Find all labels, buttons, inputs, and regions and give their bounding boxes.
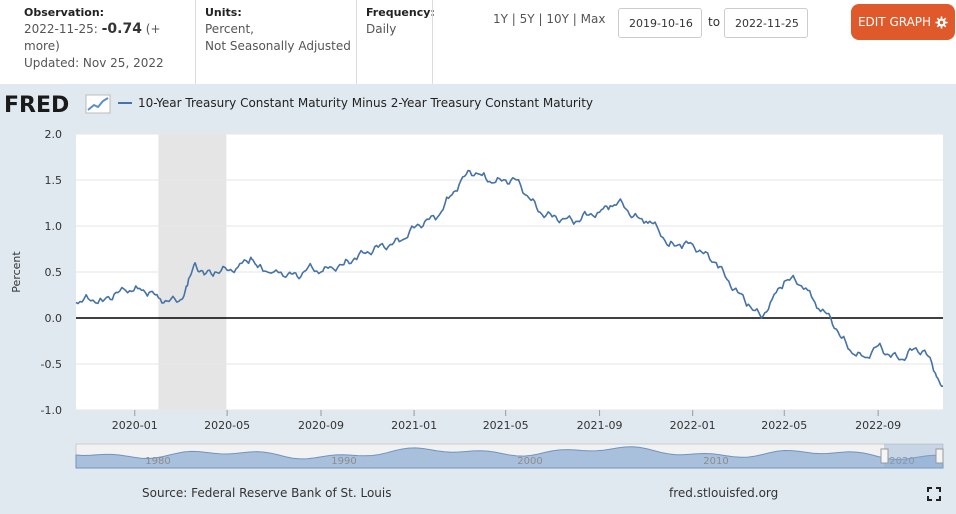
gear-icon bbox=[935, 15, 948, 29]
range-1y-link[interactable]: 1Y bbox=[493, 12, 508, 26]
range-5y-link[interactable]: 5Y bbox=[519, 12, 535, 26]
x-tick-label: 2022-09 bbox=[855, 419, 901, 432]
navigator-label: 1980 bbox=[145, 456, 170, 467]
series-legend: 10-Year Treasury Constant Maturity Minus… bbox=[118, 96, 593, 110]
fred-logo-text: FRED bbox=[4, 93, 69, 117]
y-tick-label: 0.0 bbox=[45, 312, 63, 325]
header-divider bbox=[195, 0, 196, 84]
frequency-label: Frequency: bbox=[366, 6, 435, 19]
navigator-label: 1990 bbox=[331, 456, 356, 467]
range-links: 1Y | 5Y | 10Y | Max bbox=[493, 12, 605, 26]
units-label: Units: bbox=[205, 6, 242, 19]
observation-panel: Observation: 2022-11-25: -0.74 (+ more) … bbox=[24, 4, 184, 72]
x-tick-label: 2021-09 bbox=[577, 419, 623, 432]
fred-logo-graphic: FRED bbox=[4, 93, 111, 118]
fred-chart-icon bbox=[85, 94, 111, 114]
x-tick-label: 2022-01 bbox=[670, 419, 716, 432]
navigator-series bbox=[75, 446, 944, 469]
observation-more-link[interactable]: (+ more) bbox=[24, 22, 161, 53]
edit-graph-button[interactable]: EDIT GRAPH bbox=[851, 4, 955, 40]
units-line-2: Not Seasonally Adjusted bbox=[205, 39, 351, 53]
source-text: Source: Federal Reserve Bank of St. Loui… bbox=[142, 486, 392, 500]
site-link[interactable]: fred.stlouisfed.org bbox=[669, 486, 779, 500]
legend-series-name: 10-Year Treasury Constant Maturity Minus… bbox=[138, 96, 594, 110]
y-tick-label: 1.5 bbox=[45, 174, 63, 187]
y-tick-label: 1.0 bbox=[45, 220, 63, 233]
header-divider bbox=[356, 0, 357, 84]
x-tick-label: 2020-05 bbox=[204, 419, 250, 432]
y-tick-label: -1.0 bbox=[41, 404, 62, 417]
units-panel: Units: Percent, Not Seasonally Adjusted bbox=[205, 4, 355, 55]
navigator-handle[interactable] bbox=[880, 448, 889, 464]
x-tick-label: 2020-01 bbox=[112, 419, 158, 432]
frequency-value: Daily bbox=[366, 22, 397, 36]
navigator-label: 2010 bbox=[703, 456, 728, 467]
navigator-label: 2020 bbox=[889, 456, 914, 467]
x-tick-label: 2021-01 bbox=[391, 419, 437, 432]
units-line-1: Percent, bbox=[205, 22, 254, 36]
observation-label: Observation: bbox=[24, 6, 105, 19]
observation-value: -0.74 bbox=[101, 21, 142, 37]
to-label: to bbox=[708, 15, 721, 29]
y-tick-label: -0.5 bbox=[41, 358, 62, 371]
y-tick-label: 0.5 bbox=[45, 266, 63, 279]
header-divider bbox=[432, 0, 433, 84]
header-bar: Observation: 2022-11-25: -0.74 (+ more) … bbox=[0, 0, 956, 84]
range-separator: | bbox=[538, 12, 543, 26]
range-10y-link[interactable]: 10Y bbox=[546, 12, 569, 26]
series-line[interactable] bbox=[75, 169, 944, 388]
frequency-panel: Frequency: Daily bbox=[366, 4, 435, 38]
range-separator: | bbox=[572, 12, 577, 26]
x-tick-label: 2022-05 bbox=[761, 419, 807, 432]
navigator-label: 2000 bbox=[517, 456, 542, 467]
range-max-link[interactable]: Max bbox=[580, 12, 606, 26]
edit-graph-label: EDIT GRAPH bbox=[857, 15, 932, 29]
x-tick-label: 2021-05 bbox=[483, 419, 529, 432]
y-tick-label: 2.0 bbox=[45, 128, 63, 141]
fullscreen-icon[interactable] bbox=[927, 487, 941, 501]
updated-date: Updated: Nov 25, 2022 bbox=[24, 56, 164, 70]
y-axis-label: Percent bbox=[10, 251, 23, 293]
legend-swatch bbox=[118, 102, 132, 104]
navigator-selection[interactable] bbox=[884, 444, 943, 468]
start-date-input[interactable] bbox=[618, 8, 702, 38]
navigator-handle[interactable] bbox=[935, 448, 944, 464]
observation-date: 2022-11-25: bbox=[24, 22, 98, 36]
range-separator: | bbox=[511, 12, 516, 26]
x-tick-label: 2020-09 bbox=[298, 419, 344, 432]
fred-logo[interactable]: FRED bbox=[4, 91, 114, 121]
end-date-input[interactable] bbox=[724, 8, 808, 38]
